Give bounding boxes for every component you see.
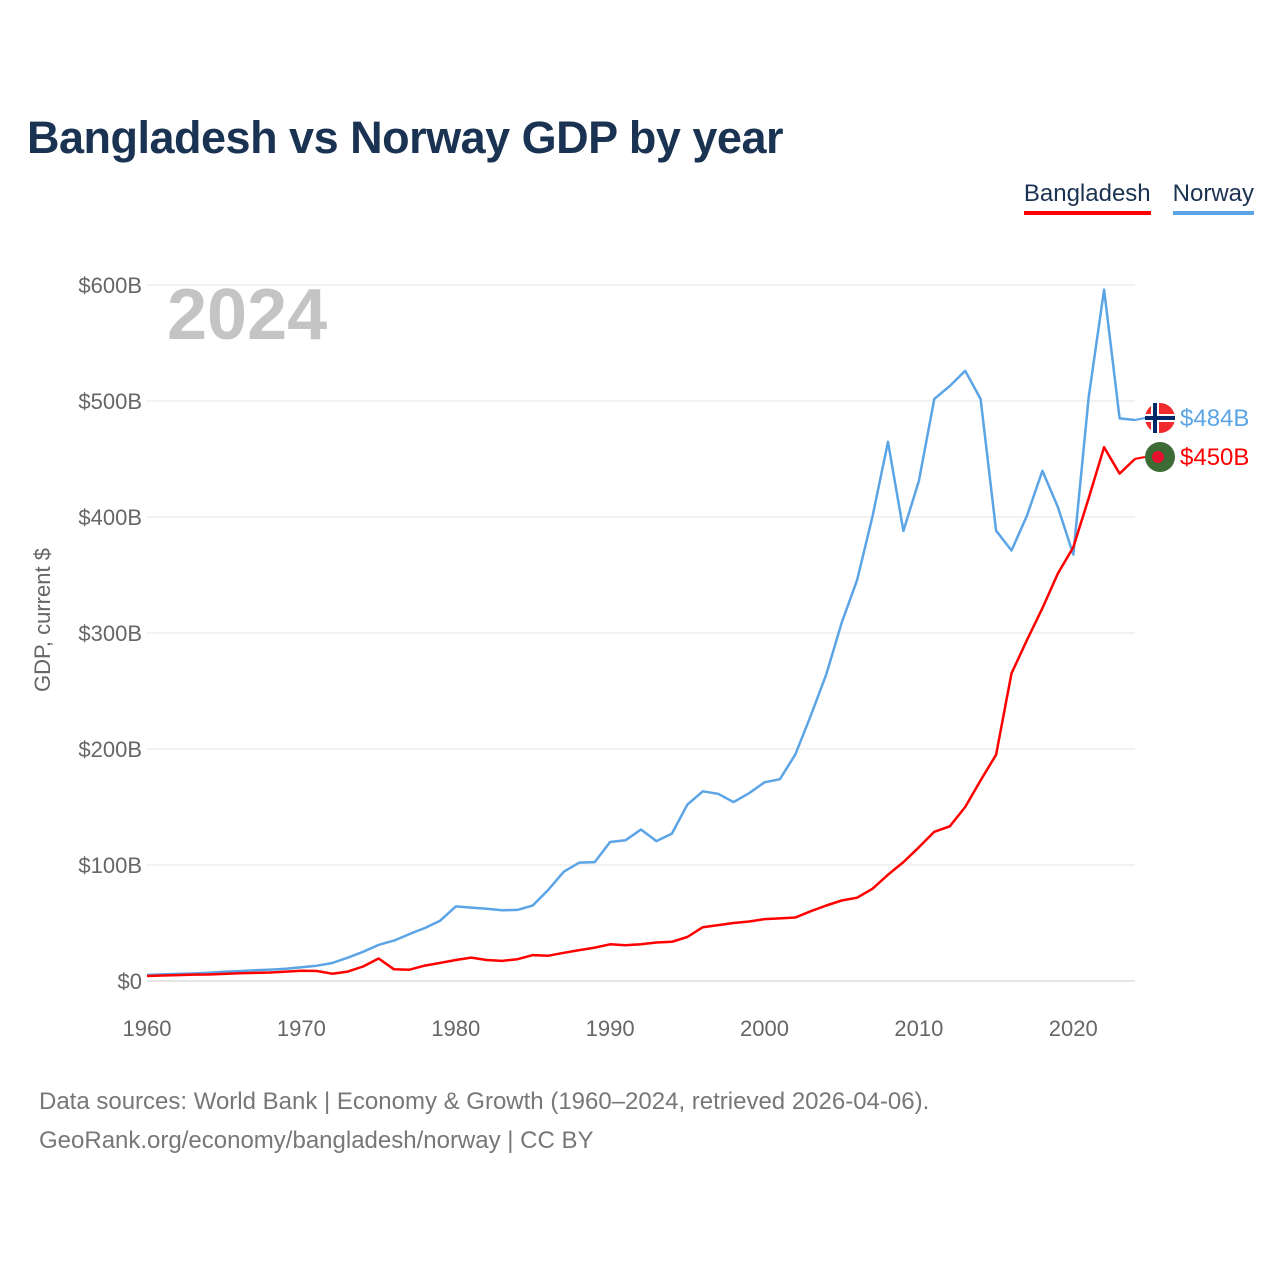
chart-title: Bangladesh vs Norway GDP by year — [27, 112, 784, 163]
footer: Data sources: World Bank | Economy & Gro… — [39, 1082, 929, 1160]
x-tick-label: 1960 — [123, 1016, 172, 1041]
x-tick-label: 2020 — [1049, 1016, 1098, 1041]
x-tick-label: 1990 — [586, 1016, 635, 1041]
x-tick-label: 2010 — [894, 1016, 943, 1041]
footer-sources: Data sources: World Bank | Economy & Gro… — [39, 1088, 930, 1115]
y-tick-label: $300B — [78, 621, 142, 646]
norway-flag-blue-horizontal — [1145, 416, 1175, 420]
y-tick-label: $0 — [118, 969, 142, 994]
bangladesh-flag-disc — [1152, 451, 1164, 463]
y-tick-label: $200B — [78, 737, 142, 762]
norway-end-value: $484B — [1180, 405, 1249, 432]
y-tick-label: $100B — [78, 853, 142, 878]
footer-attribution[interactable]: GeoRank.org/economy/bangladesh/norway | … — [39, 1127, 594, 1154]
x-tick-label: 2000 — [740, 1016, 789, 1041]
gdp-line-chart: 2024 $0 $100B $200B $300B $400B $500B $600B 1960… — [30, 273, 1249, 1041]
series-line-norway — [146, 288, 1136, 977]
y-axis-label: GDP, current $ — [30, 548, 55, 692]
x-tick-label: 1980 — [431, 1016, 480, 1041]
legend-item-bangladesh[interactable]: Bangladesh — [1023, 180, 1151, 215]
y-tick-label: $500B — [78, 389, 142, 414]
x-tick-label: 1970 — [277, 1016, 326, 1041]
year-label: 2024 — [167, 275, 327, 355]
legend-item-norway[interactable]: Norway — [1172, 180, 1254, 215]
norway-end-connector — [1134, 417, 1146, 422]
y-tick-label: $400B — [78, 505, 142, 530]
bangladesh-end-connector — [1134, 456, 1146, 460]
bangladesh-end-value: $450B — [1180, 444, 1249, 471]
series-line-bangladesh — [146, 445, 1136, 978]
legend: Bangladesh Norway — [1023, 180, 1254, 215]
y-tick-label: $600B — [78, 273, 142, 298]
